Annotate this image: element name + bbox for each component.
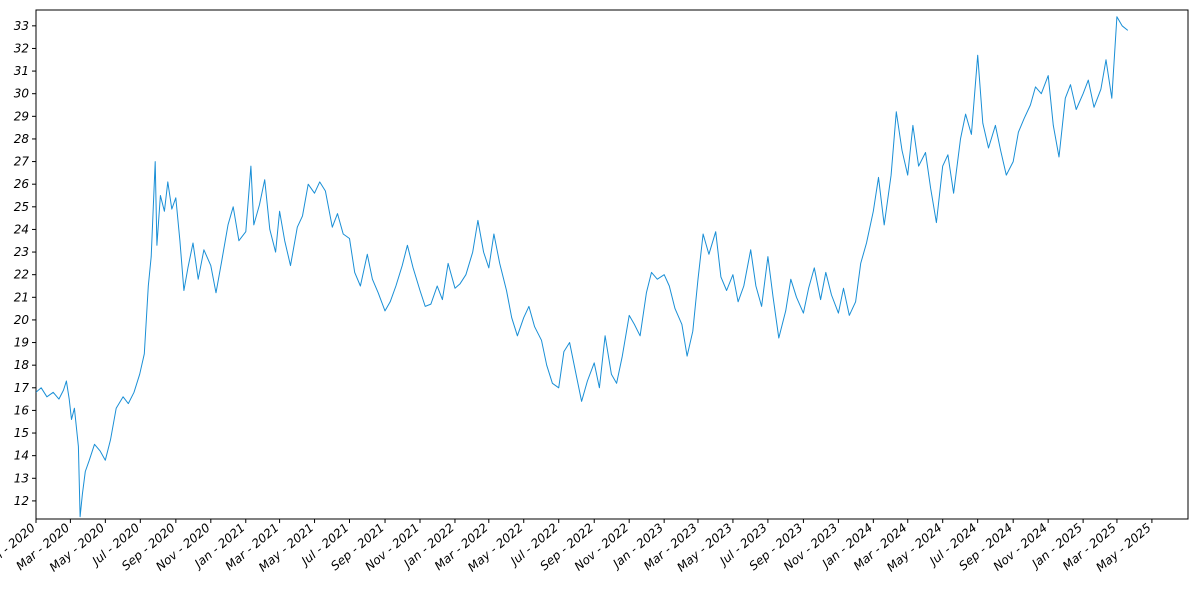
y-tick-label: 26 [14,177,30,191]
y-tick-label: 20 [14,313,30,327]
y-tick-label: 23 [14,245,29,259]
y-tick-label: 21 [14,290,29,304]
y-tick-label: 18 [14,358,30,372]
y-tick-label: 28 [14,132,30,146]
y-tick-label: 12 [14,494,29,508]
y-tick-label: 16 [14,403,30,417]
y-tick-label: 29 [14,109,29,123]
y-tick-label: 14 [14,449,29,463]
y-tick-label: 24 [14,222,29,236]
y-tick-label: 32 [14,41,29,55]
y-tick-label: 30 [14,87,30,101]
plot-area [35,9,1189,520]
y-tick-label: 31 [14,64,29,78]
y-tick-label: 33 [14,19,29,33]
y-tick-label: 13 [14,471,29,485]
y-tick-label: 27 [14,155,30,169]
y-tick-label: 17 [14,381,30,395]
y-tick-label: 19 [14,336,29,350]
series-line [36,16,1129,518]
y-tick-label: 25 [14,200,29,214]
y-tick-label: 22 [14,268,29,282]
y-tick-label: 15 [14,426,29,440]
series-layer [36,16,1129,518]
y-axis: 12 13 14 15 16 17 18 19 20 21 22 23 24 25 26 27 28 29 30 31… [14,19,36,508]
